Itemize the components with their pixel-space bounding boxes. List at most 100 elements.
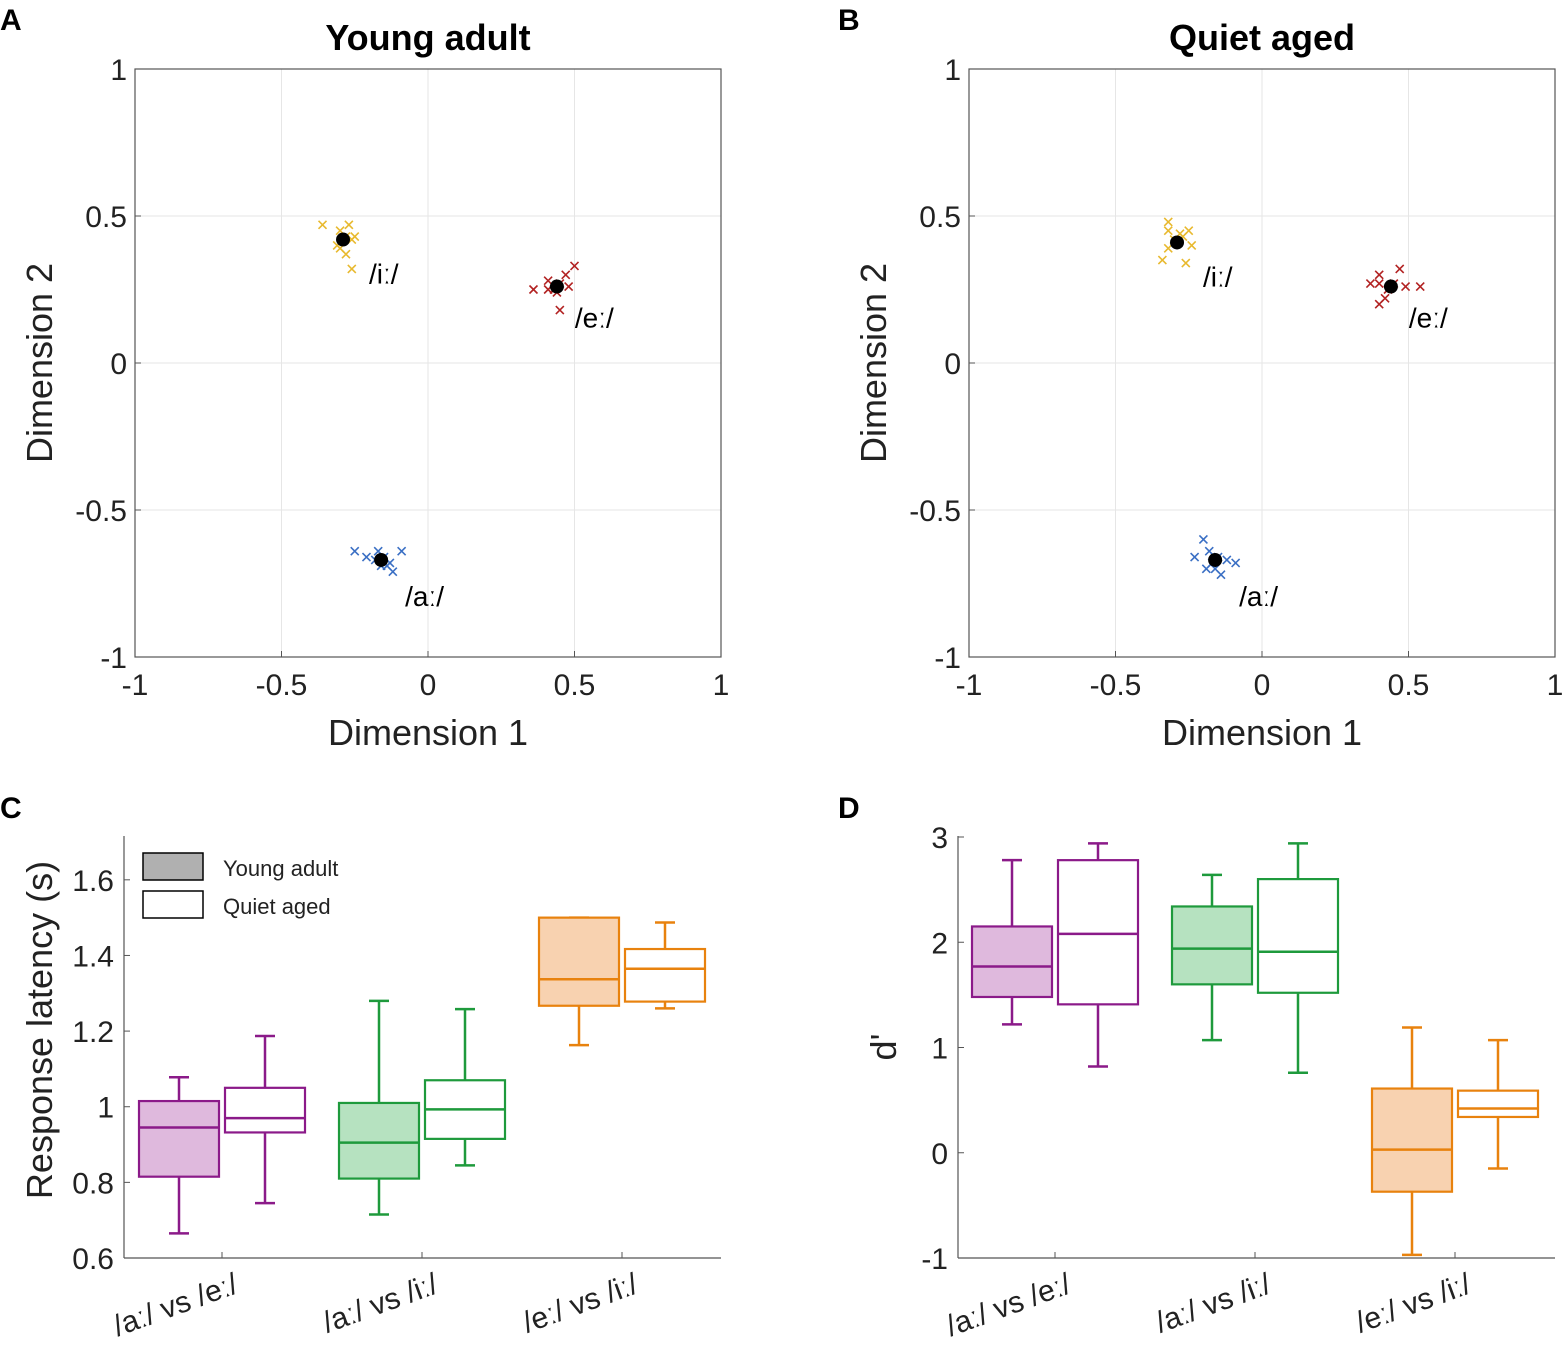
point-stroke: [561, 270, 571, 280]
centroid-marker: [374, 552, 389, 567]
point-stroke: [1231, 558, 1241, 568]
data-point-e: [564, 281, 574, 292]
point-stroke: [347, 264, 357, 274]
point-stroke: [1163, 217, 1173, 227]
panel-c: C 1.6 1.4 1.2 1 0.8 0.6/aː/ vs /eː/ /aː/ vs /i…: [0, 792, 721, 1343]
category-label: /aː/ vs /iː/: [318, 1267, 443, 1339]
y-tick-label: -0.5: [75, 495, 127, 528]
point-stroke: [335, 226, 345, 236]
data-point-i: [1187, 240, 1197, 250]
point-stroke: [1157, 255, 1167, 265]
point-stroke: [1216, 570, 1226, 580]
y-tick-label: 1.4: [72, 940, 114, 973]
y-tick-label: -1: [921, 1243, 948, 1276]
box-quiet-aged-1: [1056, 842, 1140, 1068]
data-point-i: [1163, 226, 1173, 236]
category-label: /aː/ vs /eː/: [942, 1267, 1076, 1343]
category-label: /aː/ vs /iː/: [1151, 1267, 1276, 1339]
x-tick-label: 1: [713, 669, 730, 702]
panel-letter-c: C: [0, 792, 22, 825]
data-point-i: [347, 264, 357, 274]
legend-swatch-quiet-aged: [142, 890, 204, 919]
box-iqr: [337, 1101, 421, 1180]
box-iqr: [537, 916, 621, 1007]
y-tick-label: 1: [944, 54, 961, 87]
point-stroke: [1374, 270, 1384, 280]
data-point-a: [1231, 558, 1241, 568]
point-stroke: [555, 305, 565, 315]
point-stroke: [388, 567, 398, 577]
x-tick-label: 0.5: [554, 669, 596, 702]
legend: Young adult Quiet aged: [142, 852, 338, 919]
data-point-e: [528, 284, 539, 295]
data-point-a: [1222, 555, 1232, 565]
data-point-a: [1216, 570, 1226, 580]
y-tick-label: 3: [931, 822, 948, 855]
panel-letter-b: B: [838, 4, 860, 37]
data-point-e: [1374, 279, 1384, 289]
panel-letter-a: A: [0, 4, 22, 37]
category-label: /eː/ vs /iː/: [518, 1267, 643, 1339]
data-point-i: [1157, 255, 1167, 265]
box-quiet-aged-3: [1456, 1038, 1540, 1170]
data-point-a: [361, 552, 372, 562]
legend-swatch-young-adult: [142, 852, 204, 881]
box-quiet-aged-3: [623, 921, 707, 1010]
panel-b-plot: -1-1 -0.5 -0.5 0 0 0.5 0.5 1 1/iː/ /eː/ /aː/: [909, 54, 1562, 702]
legend-label-young-adult: Young adult: [223, 856, 338, 881]
category-label: /aː/ vs /eː/: [109, 1267, 243, 1343]
box-iqr: [1370, 1087, 1454, 1193]
point-stroke: [1374, 299, 1384, 309]
data-point-a: [397, 546, 407, 556]
data-point-i: [1163, 217, 1173, 227]
point-stroke: [317, 220, 328, 230]
data-point-a: [350, 546, 360, 556]
panel-a-plot: -1-1 -0.5 -0.5 0 0 0.5 0.5 1 1/iː/ /eː/ /aː/: [75, 54, 729, 702]
y-tick-label: 0.6: [72, 1243, 114, 1276]
y-tick-label: 1.2: [72, 1016, 114, 1049]
panel-d-ylabel: d': [863, 1034, 904, 1061]
point-stroke: [361, 552, 372, 562]
y-tick-label: 2: [931, 927, 948, 960]
point-stroke: [1190, 552, 1200, 562]
panel-b-xlabel: Dimension 1: [1162, 712, 1362, 753]
panel-d: D 3 2 1 0 -1/aː/ vs /eː/ /aː/ vs /iː/ /eː/ vs …: [838, 792, 1555, 1343]
point-stroke: [1181, 258, 1191, 268]
box-quiet-aged-2: [423, 1007, 507, 1167]
box-iqr: [970, 925, 1054, 999]
point-stroke: [1187, 240, 1197, 250]
x-tick-label: 1: [1547, 669, 1562, 702]
point-stroke: [385, 558, 395, 568]
y-tick-label: 0: [944, 348, 961, 381]
centroid-marker: [1208, 552, 1223, 567]
y-tick-label: 1: [931, 1033, 948, 1066]
box-iqr: [223, 1086, 307, 1134]
data-point-e: [1374, 270, 1384, 280]
box-iqr: [1056, 859, 1140, 1006]
y-tick-label: -0.5: [909, 495, 961, 528]
category-label: /eː/ vs /iː/: [1351, 1267, 1476, 1339]
vowel-label: /aː/: [405, 581, 444, 612]
box-young-adult-2: [1170, 873, 1254, 1042]
point-stroke: [373, 546, 383, 556]
data-point-i: [344, 220, 354, 230]
point-stroke: [1222, 555, 1232, 565]
panel-a-ylabel: Dimension 2: [19, 263, 60, 463]
box-iqr: [1456, 1089, 1540, 1119]
panel-a-xlabel: Dimension 1: [328, 712, 528, 753]
x-tick-label: -1: [956, 669, 983, 702]
box-young-adult-1: [970, 858, 1054, 1026]
x-tick-label: -1: [122, 669, 149, 702]
y-tick-label: -1: [934, 642, 961, 675]
point-stroke: [344, 220, 354, 230]
point-stroke: [564, 281, 574, 292]
vowel-label: /iː/: [1203, 261, 1233, 292]
x-tick-label: 0: [420, 669, 437, 702]
point-stroke: [1365, 279, 1375, 289]
box-young-adult-2: [337, 999, 421, 1216]
x-tick-label: 0: [1254, 669, 1271, 702]
panel-b: B Quiet aged -1-1 -0.5 -0.5 0 0 0.5 0.5 1 1/iː/ /…: [838, 4, 1562, 753]
point-stroke: [1198, 534, 1208, 544]
centroid-marker: [1170, 235, 1185, 250]
